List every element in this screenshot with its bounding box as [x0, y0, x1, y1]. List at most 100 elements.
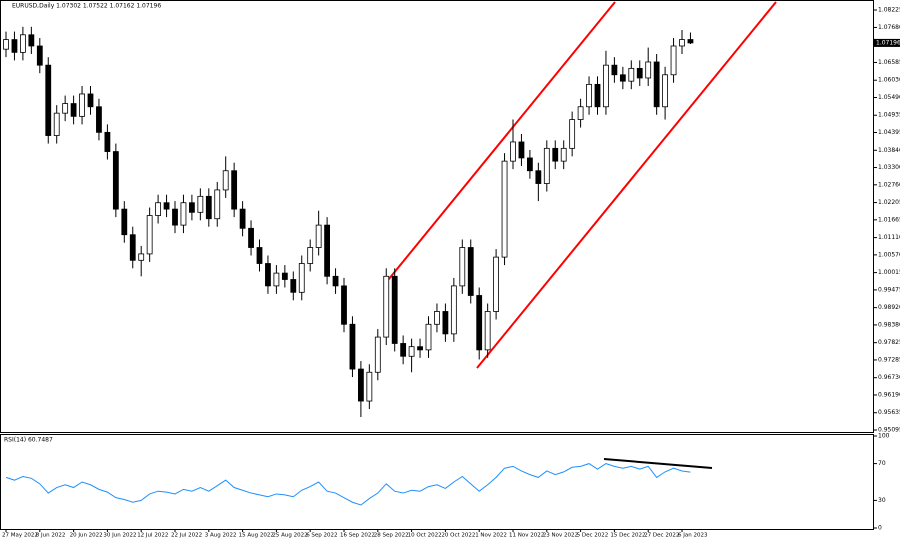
candle-body — [543, 147, 550, 184]
x-tick-label: 30 Jun 2022 — [103, 533, 136, 539]
candle-body — [239, 208, 246, 229]
x-tick-label: 12 Jul 2022 — [137, 533, 168, 539]
y-tick-label: 1.02205 — [878, 199, 900, 206]
y-tick-label: 0.95635 — [878, 409, 900, 416]
candle-body — [434, 311, 440, 325]
y-tick-label: 1.07680 — [878, 24, 900, 31]
candle-body — [366, 371, 373, 402]
y-tick-label: 1.00015 — [878, 269, 900, 276]
candle-body — [231, 170, 238, 210]
candle-body — [19, 34, 26, 53]
candle-body — [180, 202, 187, 226]
candle-body — [510, 141, 516, 162]
candle-body — [112, 151, 119, 210]
candle-body — [172, 208, 178, 226]
candle-body — [155, 202, 162, 216]
x-tick-label: 23 Nov 2022 — [543, 533, 578, 539]
candle-body — [518, 141, 525, 159]
x-tick-label: 6 Sep 2022 — [306, 533, 337, 539]
y-tick-label: 1.01110 — [878, 234, 900, 241]
candle-body — [527, 157, 533, 172]
candle-body — [662, 74, 668, 108]
candle-body — [197, 195, 204, 213]
candle-body — [332, 275, 339, 287]
x-tick-label: 8 Jun 2022 — [36, 533, 66, 539]
y-tick-label: 0.95095 — [878, 427, 900, 434]
candle-body — [290, 279, 297, 293]
candle-body — [3, 39, 9, 50]
rsi-divergence-line — [603, 458, 713, 469]
x-tick-label: 6 Jan 2023 — [678, 533, 708, 539]
candle-body — [79, 93, 85, 117]
candle-body — [265, 263, 271, 287]
y-tick-label: 1.01665 — [878, 216, 900, 223]
rsi-title: RSI(14) 60.7487 — [4, 437, 53, 444]
y-tick-label: 1.08225 — [878, 7, 900, 14]
rsi-line — [5, 463, 691, 506]
candle-body — [611, 64, 618, 76]
candle-body — [62, 103, 69, 114]
candle-body — [87, 93, 94, 108]
candle-body — [383, 275, 390, 338]
candle-body — [11, 39, 18, 53]
y-tick-label: 1.04935 — [878, 112, 900, 119]
candle-body — [315, 224, 322, 248]
candle-body — [70, 103, 77, 117]
candle-body — [341, 285, 347, 325]
candle-body — [96, 106, 102, 133]
candle-body — [442, 311, 449, 335]
candle-body — [569, 119, 576, 149]
x-tick-label: 10 Oct 2022 — [408, 533, 442, 539]
candle-body — [484, 311, 491, 351]
y-tick-label: 1.00570 — [878, 251, 900, 258]
candle-body — [679, 39, 685, 47]
candle-body — [146, 215, 153, 255]
x-tick-label: 1 Nov 2022 — [475, 533, 507, 539]
candle-body — [138, 253, 145, 261]
candle-body — [459, 247, 466, 287]
candle-body — [324, 224, 331, 277]
candle-body — [281, 272, 288, 280]
candle-body — [450, 285, 457, 335]
main-panel — [0, 0, 874, 433]
candle-body — [603, 64, 609, 108]
x-tick-label: 5 Dec 2022 — [577, 533, 609, 539]
candle-body — [493, 256, 500, 312]
x-tick-label: 22 Jul 2022 — [171, 533, 202, 539]
candle-body — [687, 39, 694, 44]
candle-body — [417, 346, 423, 351]
x-tick-label: 27 Dec 2022 — [644, 533, 679, 539]
candle-body — [256, 247, 263, 264]
y-tick-label: 100 — [878, 433, 890, 440]
candle-body — [408, 346, 415, 357]
candle-body — [45, 64, 52, 136]
y-tick-label: 1.05490 — [878, 94, 900, 101]
x-tick-label: 28 Sep 2022 — [374, 533, 409, 539]
y-tick-label: 0.99475 — [878, 286, 900, 293]
candle-body — [391, 275, 398, 344]
candle-body — [653, 61, 660, 108]
candle-body — [53, 112, 60, 136]
candle-body — [628, 67, 635, 82]
x-tick-label: 27 May 2022 — [2, 533, 38, 539]
candle-body — [248, 227, 254, 248]
channel-lower — [476, 1, 777, 369]
x-tick-label: 20 Oct 2022 — [441, 533, 475, 539]
y-tick-label: 1.02760 — [878, 181, 900, 188]
y-tick-label: 1.06585 — [878, 59, 900, 66]
rsi-panel — [0, 434, 874, 530]
candle-body — [594, 83, 601, 108]
x-tick-label: 3 Aug 2022 — [205, 533, 237, 539]
candle-body — [467, 247, 474, 296]
candle-body — [357, 368, 364, 402]
candle-body — [560, 147, 567, 162]
price-label: 1.07196 — [876, 39, 900, 46]
candle-body — [586, 83, 592, 108]
candle-body — [104, 131, 111, 152]
candle-body — [425, 323, 432, 351]
candle-body — [214, 189, 221, 220]
